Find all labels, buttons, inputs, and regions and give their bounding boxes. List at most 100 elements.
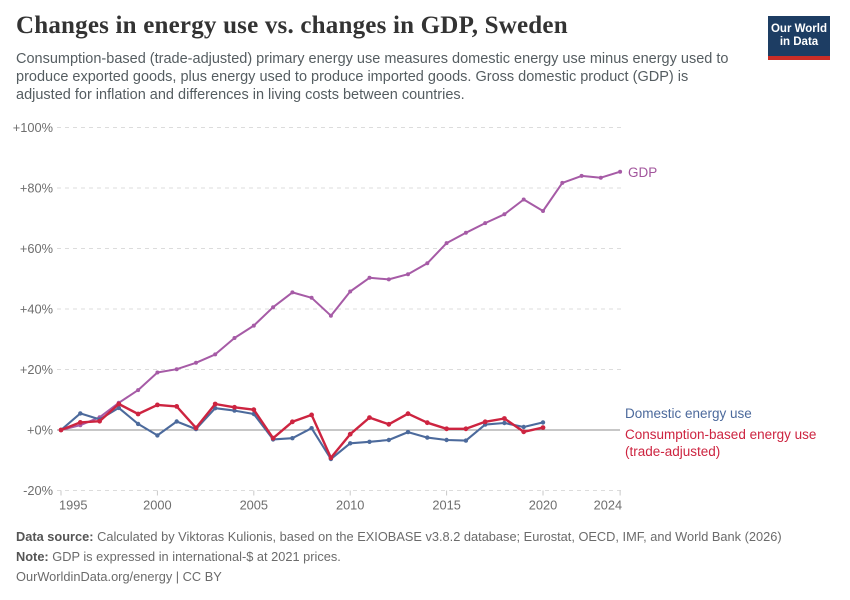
series-marker	[135, 421, 141, 427]
series-marker	[463, 438, 469, 443]
series-line-domestic-energy-use	[59, 406, 545, 461]
x-axis-label-2000: 2000	[143, 498, 171, 513]
series-marker	[232, 408, 237, 413]
series-marker	[212, 401, 218, 407]
series-marker	[405, 411, 411, 417]
series-marker	[290, 419, 295, 425]
footer-link[interactable]: OurWorldinData.org/energy | CC BY	[16, 569, 222, 584]
page-title: Changes in energy use vs. changes in GDP…	[16, 12, 568, 39]
y-axis-label-40: +40%	[20, 302, 53, 317]
y-axis-label-0: +0%	[27, 423, 53, 438]
note-line: Note: GDP is expressed in international-…	[16, 547, 836, 567]
series-marker	[502, 416, 507, 421]
series-marker	[540, 425, 546, 430]
series-marker	[309, 426, 314, 431]
series-marker	[290, 290, 295, 295]
series-marker	[483, 221, 488, 226]
series-marker	[174, 367, 179, 372]
owid-logo-line1: Our World	[770, 23, 827, 35]
note-text: GDP is expressed in international-$ at 2…	[48, 549, 341, 564]
series-marker	[502, 212, 507, 217]
x-axis-label-2010: 2010	[336, 498, 364, 513]
series-marker	[367, 415, 372, 420]
owid-logo-line2: in Data	[779, 36, 819, 48]
series-marker	[348, 441, 353, 446]
series-marker	[155, 402, 160, 408]
y-axis-label-60: +60%	[20, 241, 53, 256]
series-marker	[135, 411, 141, 417]
series-end-label-consumption: Consumption-based energy use (trade-adju…	[625, 427, 816, 460]
series-marker	[367, 439, 372, 444]
chart-footer: Data source: Calculated by Viktoras Kuli…	[16, 527, 836, 587]
series-marker	[405, 429, 411, 435]
series-marker	[213, 352, 218, 357]
series-marker	[540, 420, 546, 425]
series-marker	[328, 313, 333, 318]
series-marker	[271, 305, 276, 310]
series-marker	[193, 425, 199, 431]
series-marker	[116, 401, 122, 407]
series-marker	[232, 336, 237, 340]
y-axis-label-20: +20%	[20, 362, 53, 377]
series-marker	[406, 272, 410, 277]
series-marker	[367, 275, 372, 280]
series-marker	[560, 180, 565, 185]
series-marker	[347, 431, 353, 437]
series-line-gdp	[60, 170, 622, 431]
series-marker	[232, 404, 237, 410]
data-source-label: Data source:	[16, 529, 94, 544]
series-marker	[136, 388, 141, 393]
series-end-label-consumption-line2: (trade-adjusted)	[625, 443, 721, 459]
series-marker	[155, 433, 160, 438]
series-marker	[348, 289, 353, 294]
note-label: Note:	[16, 549, 49, 564]
series-marker	[309, 412, 314, 418]
x-axis-label-2024: 2024	[594, 498, 622, 513]
x-axis-label-2020: 2020	[529, 498, 557, 513]
series-marker	[328, 455, 334, 461]
series-line-consumption-based-energy-use-trade-adjusted-	[59, 402, 545, 459]
data-source-text: Calculated by Viktoras Kulionis, based o…	[93, 529, 782, 544]
series-marker	[521, 429, 527, 435]
series-marker	[386, 277, 391, 282]
series-marker	[502, 420, 507, 426]
series-marker	[425, 435, 430, 440]
series-marker	[541, 209, 545, 213]
series-end-label-gdp: GDP	[628, 165, 658, 180]
series-marker	[424, 420, 430, 426]
series-marker	[482, 419, 488, 425]
series-marker	[77, 420, 83, 425]
series-marker	[78, 411, 83, 416]
series-marker	[309, 295, 314, 300]
series-end-label-domestic: Domestic energy use	[625, 406, 752, 421]
series-marker	[155, 370, 160, 375]
series-marker	[251, 323, 256, 328]
series-marker	[444, 241, 449, 246]
series-marker	[174, 419, 179, 424]
series-marker	[444, 437, 449, 443]
series-marker	[270, 435, 276, 441]
y-axis-label-100: +100%	[13, 120, 53, 135]
x-axis-label-2005: 2005	[240, 498, 268, 513]
series-marker	[463, 426, 469, 432]
x-axis-label-2015: 2015	[432, 498, 460, 513]
series-marker	[251, 407, 257, 413]
series-marker	[598, 175, 603, 180]
data-source-line: Data source: Calculated by Viktoras Kuli…	[16, 527, 836, 547]
y-axis-label--20: -20%	[23, 483, 53, 498]
owid-logo[interactable]: Our World in Data	[768, 16, 830, 60]
series-end-label-consumption-line1: Consumption-based energy use	[625, 427, 817, 442]
series-marker	[463, 230, 468, 235]
series-marker	[58, 427, 64, 433]
series-marker	[618, 169, 623, 174]
series-marker	[97, 418, 102, 424]
x-axis-label-1995: 1995	[59, 498, 87, 513]
chart-subtitle: Consumption-based (trade-adjusted) prima…	[16, 51, 729, 103]
series-marker	[174, 404, 180, 409]
series-marker	[116, 405, 122, 411]
series-marker	[521, 424, 526, 430]
y-axis-label-80: +80%	[20, 181, 53, 196]
